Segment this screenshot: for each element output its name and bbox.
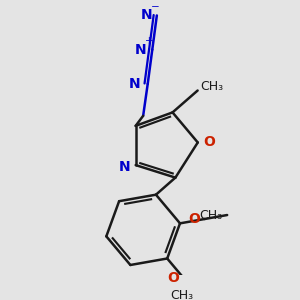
Text: O: O xyxy=(203,135,215,148)
Text: N: N xyxy=(141,8,153,22)
Text: −: − xyxy=(151,2,160,12)
Text: O: O xyxy=(189,212,201,226)
Text: +: + xyxy=(145,37,154,46)
Text: N: N xyxy=(118,160,130,174)
Text: CH₃: CH₃ xyxy=(170,289,194,300)
Text: CH₃: CH₃ xyxy=(200,208,223,221)
Text: N: N xyxy=(129,77,141,91)
Text: N: N xyxy=(135,43,147,57)
Text: O: O xyxy=(167,271,179,285)
Text: CH₃: CH₃ xyxy=(201,80,224,93)
